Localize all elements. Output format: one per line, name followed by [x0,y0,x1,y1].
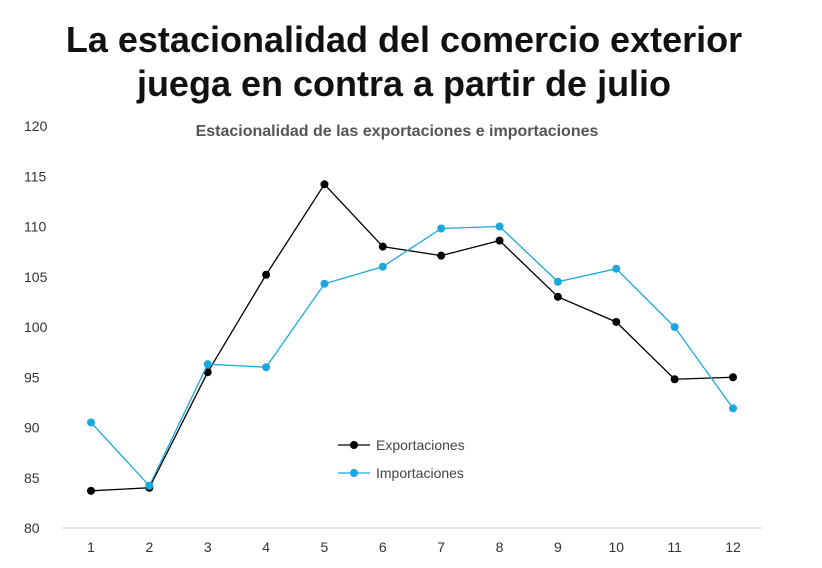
data-point [612,264,621,273]
y-tick-label: 115 [24,168,47,184]
data-point [378,262,387,271]
data-point [670,375,679,384]
x-axis: 1 2 3 4 5 6 7 8 9 10 11 12 [62,527,762,555]
data-point [612,317,621,326]
data-point [203,368,212,377]
data-point [495,236,504,245]
data-point [262,270,271,279]
data-point [320,180,329,189]
data-point [437,251,446,260]
x-tick-label: 4 [262,539,270,555]
x-tick-label: 6 [379,539,387,555]
data-point [553,277,562,286]
y-tick-label: 95 [24,369,40,385]
y-tick-label: 90 [24,420,40,436]
y-axis: 80 85 90 95 100 105 110 115 120 [24,118,48,536]
headline-line-1: La estacionalidad del comercio exterior [65,19,743,60]
legend-marker [350,441,358,449]
data-point [729,404,737,413]
y-tick-label: 120 [24,118,48,134]
legend: Exportaciones Importaciones [338,437,465,481]
series-line [90,183,734,492]
x-tick-label: 11 [667,539,682,555]
legend-label: Importaciones [376,465,464,481]
series-2 [87,222,737,490]
x-tick-label: 9 [554,539,562,555]
data-point [437,224,446,233]
data-point [553,292,562,301]
data-point [320,279,329,288]
series-layer [87,180,737,495]
data-point [145,481,154,490]
data-point [670,323,679,331]
legend-label: Exportaciones [376,437,465,453]
data-point [262,363,271,372]
x-tick-label: 12 [725,539,741,555]
y-tick-label: 105 [24,269,48,285]
data-point [203,360,212,369]
x-tick-label: 2 [145,539,153,555]
y-tick-label: 110 [24,219,47,235]
data-point [87,418,95,427]
headline-line-2: juega en contra a partir de julio [136,63,672,104]
legend-item: Importaciones [338,465,464,481]
data-point [495,222,504,231]
x-tick-label: 8 [496,539,504,555]
chart-title: Estacionalidad de las exportaciones e im… [196,123,599,140]
legend-marker [350,469,358,477]
headline: La estacionalidad del comercio exterior … [0,18,808,106]
x-tick-label: 5 [321,539,329,555]
y-tick-label: 100 [24,319,48,335]
y-tick-label: 85 [24,470,40,486]
data-point [87,486,95,495]
data-point [378,242,387,251]
series-line [90,225,734,487]
x-tick-label: 10 [608,539,624,555]
data-point [729,373,737,382]
y-tick-label: 80 [24,520,40,536]
x-tick-label: 7 [437,539,445,555]
legend-item: Exportaciones [338,437,465,453]
series-1 [87,180,737,495]
x-tick-label: 3 [204,539,212,555]
x-tick-label: 1 [87,539,95,555]
